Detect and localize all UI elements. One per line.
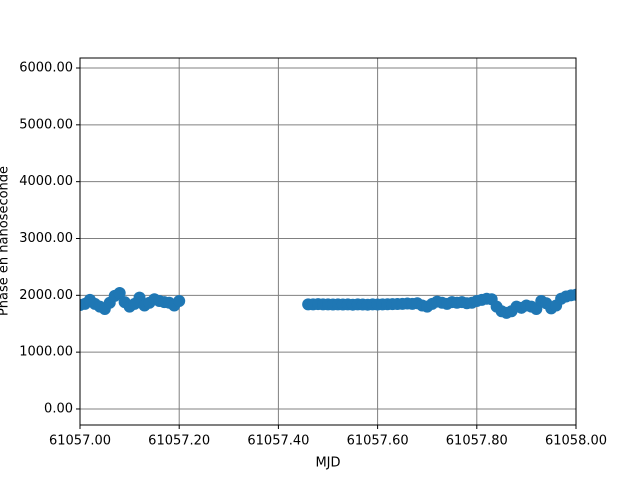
x-tick-label: 61057.40 [247,434,309,449]
x-tick-label: 61057.00 [49,434,111,449]
y-tick-label: 3000.00 [19,231,73,246]
y-tick-label: 5000.00 [19,117,73,132]
y-tick-label: 6000.00 [19,61,73,76]
point [173,294,186,307]
y-tick-label: 1000.00 [19,345,73,360]
point [570,288,576,301]
x-tick-label: 61058.00 [545,434,607,449]
points [80,287,576,319]
point [113,287,126,300]
x-tick-label: 61057.80 [446,434,508,449]
y-tick-label: 0.00 [44,401,73,416]
y-tick-label: 4000.00 [19,174,73,189]
x-axis-label: MJD [315,456,340,471]
y-axis-label: Phase en nanoseconde [0,166,12,316]
axes-frame [79,57,577,426]
y-tick-label: 2000.00 [19,288,73,303]
ticks: 61057.00 61057.20 61057.40 61057.60 61057.80… [19,61,607,449]
x-tick-label: 61057.60 [347,434,409,449]
x-tick-label: 61057.20 [148,434,210,449]
